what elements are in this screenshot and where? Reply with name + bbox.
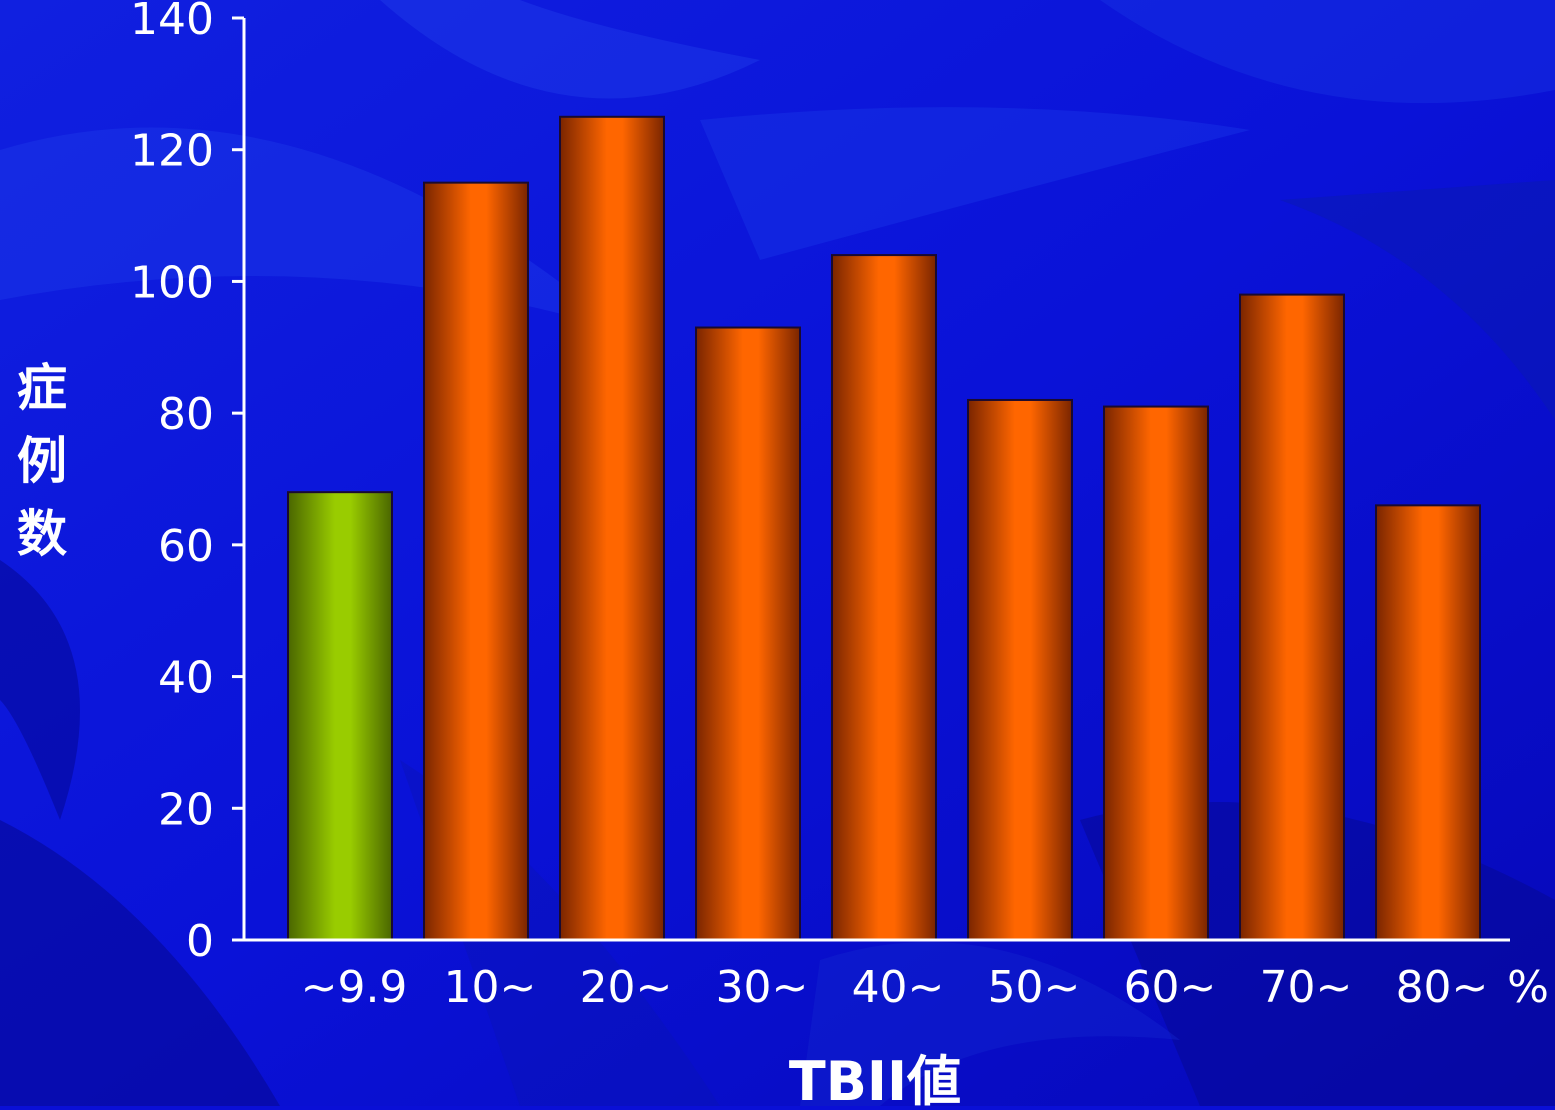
y-tick-label: 20 <box>158 784 214 835</box>
y-tick-label: 80 <box>158 389 214 440</box>
x-tick-label: 60~ <box>1124 962 1217 1013</box>
y-tick-label: 0 <box>186 916 214 967</box>
y-tick-label: 100 <box>130 257 214 308</box>
x-tick-label: ~9.9 <box>301 962 408 1013</box>
bar-1 <box>287 491 393 941</box>
bar-4 <box>695 326 801 941</box>
y-tick-label: 120 <box>130 126 214 177</box>
x-tick-labels: ~9.9 10~ 20~ 30~ 40~ 50~ 60~ 70~ 80~ <box>301 962 1489 1013</box>
bar-2 <box>423 181 529 941</box>
axes-layer <box>232 16 1510 942</box>
x-axis-unit: % <box>1507 962 1549 1013</box>
x-tick-label: 50~ <box>988 962 1081 1013</box>
x-tick-label: 80~ <box>1396 962 1489 1013</box>
bar-7 <box>1103 405 1209 941</box>
x-tick-label: 10~ <box>444 962 537 1013</box>
bar-9 <box>1375 504 1481 941</box>
bar-8 <box>1239 293 1345 942</box>
y-tick-label: 60 <box>158 521 214 572</box>
x-tick-label: 40~ <box>852 962 945 1013</box>
y-axis-label: 症例数 <box>17 359 67 563</box>
y-tick-label: 140 <box>130 0 214 45</box>
y-tick-labels: 0 20 40 60 80 100 120 140 <box>130 0 214 967</box>
x-axis-label: TBII値 <box>789 1050 961 1106</box>
bar-3 <box>559 115 665 942</box>
bars-layer <box>287 115 1481 942</box>
bar-6 <box>967 398 1073 941</box>
bar-5 <box>831 254 937 942</box>
x-tick-label: 20~ <box>580 962 673 1013</box>
x-tick-label: 30~ <box>716 962 809 1013</box>
x-tick-label: 70~ <box>1260 962 1353 1013</box>
y-tick-label: 40 <box>158 653 214 704</box>
